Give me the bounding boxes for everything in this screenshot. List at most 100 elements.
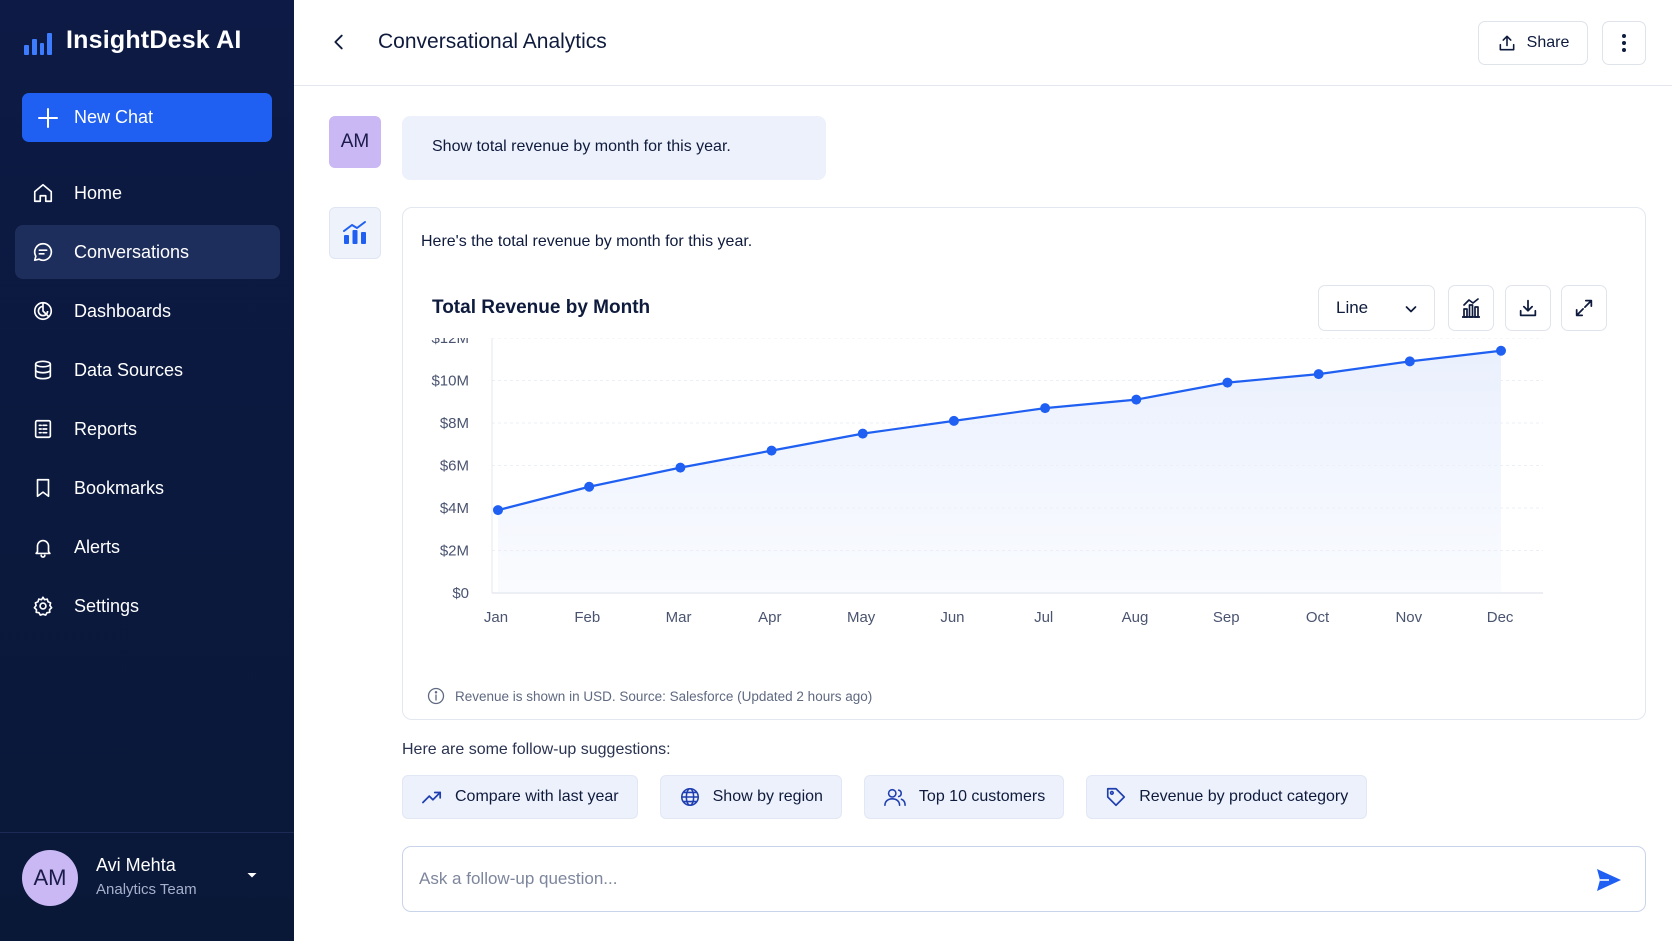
suggestion-top-customers[interactable]: Top 10 customers — [863, 775, 1065, 819]
sidebar-item-label: Home — [74, 182, 123, 203]
sidebar-item-label: Reports — [74, 418, 138, 439]
data-point-apr[interactable] — [766, 445, 777, 456]
sidebar-item-label: Dashboards — [74, 300, 172, 321]
suggestion-revenue-by-category[interactable]: Revenue by product category — [1086, 775, 1368, 819]
sidebar-item-label: Alerts — [74, 536, 121, 557]
y-tick-label: $8M — [440, 415, 469, 432]
page-header: Conversational Analytics Share — [294, 0, 1672, 86]
sidebar-item-data-sources[interactable]: Data Sources — [15, 343, 280, 397]
new-chat-label: New Chat — [74, 107, 154, 127]
x-tick-label: Jul — [1034, 609, 1053, 626]
plus-icon — [38, 107, 58, 128]
avatar: AM — [22, 850, 78, 906]
chart-options-button[interactable] — [1448, 285, 1494, 331]
y-tick-label: $2M — [440, 543, 469, 560]
y-tick-label: $12M — [431, 338, 469, 347]
revenue-area — [498, 350, 1501, 593]
suggestion-label: Revenue by product category — [1139, 788, 1349, 805]
x-tick-label: Jun — [940, 609, 964, 626]
suggestion-chips: Compare with last year Show by region To… — [402, 775, 1368, 819]
user-team: Analytics Team — [96, 881, 197, 898]
x-tick-label: Aug — [1122, 609, 1149, 626]
chart-type-select[interactable]: Line — [1318, 285, 1435, 331]
app-name: InsightDesk AI — [66, 26, 242, 54]
report-icon — [34, 419, 52, 439]
expand-button[interactable] — [1561, 285, 1607, 331]
chat-icon — [33, 242, 53, 262]
sidebar-item-alerts[interactable]: Alerts — [15, 520, 280, 574]
sidebar-item-dashboards[interactable]: Dashboards — [15, 284, 280, 338]
data-point-jan[interactable] — [493, 505, 503, 516]
back-arrow-icon[interactable] — [328, 31, 350, 53]
suggestions-label: Here are some follow-up suggestions: — [402, 741, 671, 758]
sidebar-item-bookmarks[interactable]: Bookmarks — [15, 461, 280, 515]
more-options-button[interactable] — [1602, 21, 1646, 65]
bar-chart-icon — [343, 221, 366, 244]
suggestion-label: Compare with last year — [455, 788, 619, 805]
ai-response-text: Here's the total revenue by month for th… — [421, 233, 753, 250]
suggestion-label: Top 10 customers — [918, 788, 1046, 805]
user-profile[interactable]: AM Avi Mehta Analytics Team — [0, 832, 294, 941]
share-label: Share — [1526, 34, 1570, 51]
y-tick-label: $4M — [440, 500, 469, 517]
sidebar: InsightDesk AI New Chat Home Conversatio… — [0, 0, 294, 941]
chart-footnote: Revenue is shown in USD. Source: Salesfo… — [427, 687, 872, 705]
revenue-line-chart: $0 $2M $4M $6M $8M $10M $12M Jan Feb Mar Apr May Jun… — [431, 338, 1543, 626]
expand-icon — [1575, 299, 1593, 317]
chevron-down-icon[interactable] — [244, 867, 260, 883]
user-message: Show total revenue by month for this yea… — [402, 116, 826, 180]
x-tick-label: May — [847, 609, 876, 626]
gear-icon — [33, 596, 53, 616]
chart-title: Total Revenue by Month — [432, 297, 651, 318]
trend-up-icon — [422, 791, 442, 804]
download-button[interactable] — [1505, 285, 1551, 331]
data-point-nov[interactable] — [1404, 356, 1415, 367]
y-tick-label: $0 — [452, 585, 469, 602]
sidebar-item-home[interactable]: Home — [15, 166, 280, 220]
bookmark-icon — [36, 478, 50, 498]
x-tick-label: Feb — [574, 609, 600, 626]
data-point-sep[interactable] — [1222, 377, 1233, 388]
upload-share-icon — [1499, 35, 1515, 51]
x-tick-label: Mar — [666, 609, 692, 626]
sidebar-item-reports[interactable]: Reports — [15, 402, 280, 456]
new-chat-button[interactable]: New Chat — [22, 93, 272, 142]
x-tick-label: Nov — [1395, 609, 1422, 626]
follow-up-input[interactable] — [419, 847, 1569, 911]
more-vertical-icon — [1622, 34, 1626, 52]
sidebar-item-label: Data Sources — [74, 359, 184, 380]
suggestion-show-by-region[interactable]: Show by region — [659, 775, 842, 819]
data-point-may[interactable] — [857, 428, 868, 439]
users-icon — [884, 788, 906, 807]
suggestion-compare-last-year[interactable]: Compare with last year — [402, 775, 638, 819]
x-tick-label: Sep — [1213, 609, 1240, 626]
sidebar-item-settings[interactable]: Settings — [15, 579, 280, 633]
sidebar-item-label: Bookmarks — [74, 477, 165, 498]
sidebar-item-label: Settings — [74, 595, 140, 616]
x-tick-label: Apr — [758, 609, 781, 626]
footnote-text: Revenue is shown in USD. Source: Salesfo… — [455, 688, 873, 704]
data-point-jul[interactable] — [1040, 403, 1051, 414]
data-point-feb[interactable] — [584, 481, 595, 492]
dashboard-icon — [33, 301, 53, 321]
tag-icon — [1107, 787, 1126, 807]
sidebar-item-label: Conversations — [74, 241, 190, 262]
revenue-series-line — [497, 349, 1502, 512]
data-point-dec[interactable] — [1496, 345, 1506, 356]
user-name: Avi Mehta — [96, 855, 176, 875]
brand[interactable]: InsightDesk AI — [24, 26, 242, 55]
data-point-oct[interactable] — [1313, 369, 1324, 380]
share-button[interactable]: Share — [1478, 21, 1588, 65]
database-icon — [34, 360, 52, 380]
home-icon — [33, 183, 53, 203]
sidebar-item-conversations[interactable]: Conversations — [15, 225, 280, 279]
send-icon[interactable] — [1595, 867, 1623, 893]
chart-settings-icon — [1462, 298, 1480, 318]
data-point-jun[interactable] — [948, 415, 959, 426]
data-point-aug[interactable] — [1131, 394, 1142, 405]
data-point-mar[interactable] — [675, 462, 686, 473]
x-tick-label: Jan — [484, 609, 508, 626]
page-title: Conversational Analytics — [378, 30, 607, 53]
y-tick-label: $10M — [431, 373, 469, 390]
bell-icon — [35, 539, 51, 558]
